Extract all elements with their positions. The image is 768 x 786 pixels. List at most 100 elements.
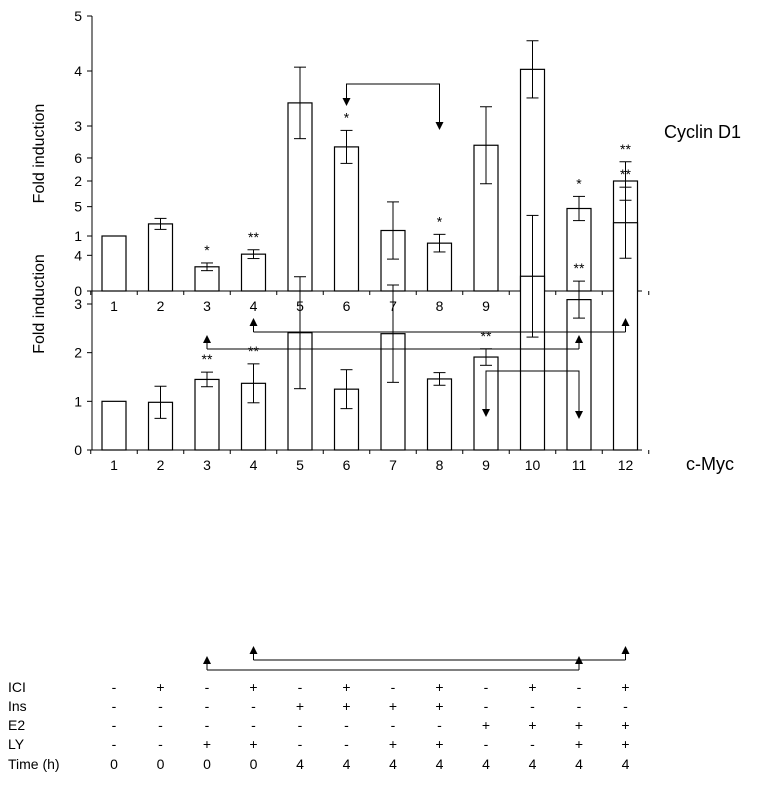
x-tick-label: 2 <box>157 298 165 314</box>
treatment-cell: + <box>203 736 211 752</box>
treatment-cell: + <box>342 679 350 695</box>
y-axis-label: Fold induction <box>31 104 48 204</box>
treatment-cell: + <box>342 698 350 714</box>
treatment-cell: - <box>158 736 163 752</box>
significance-label: ** <box>202 351 213 367</box>
treatment-cell: + <box>249 736 257 752</box>
treatment-cell: + <box>435 679 443 695</box>
gene-label: c-Myc <box>686 454 734 474</box>
x-tick-label: 9 <box>482 298 490 314</box>
treatment-cell: - <box>530 736 535 752</box>
treatment-cell: - <box>112 698 117 714</box>
treatment-cell: 0 <box>203 756 211 772</box>
significance-label: ** <box>481 328 492 344</box>
treatment-table: ICI - + - + - + - + - + - + Ins - - - - + + + + - - - - E2 - - - - - - - -… <box>8 679 630 772</box>
y-tick-label: 5 <box>74 8 82 24</box>
treatment-cell: + <box>435 698 443 714</box>
significance-label: * <box>344 109 350 125</box>
treatment-cell: - <box>437 717 442 733</box>
x-tick-label: 1 <box>110 457 118 473</box>
y-tick-label: 3 <box>74 118 82 134</box>
treatment-cell: - <box>158 698 163 714</box>
treatment-row-label: LY <box>8 736 25 752</box>
treatment-cell: + <box>156 679 164 695</box>
treatment-cell: 4 <box>296 756 304 772</box>
treatment-cell: 0 <box>157 756 165 772</box>
treatment-cell: + <box>575 736 583 752</box>
x-tick-label: 12 <box>618 457 634 473</box>
treatment-cell: - <box>298 679 303 695</box>
y-tick-label: 0 <box>74 442 82 458</box>
y-tick-label: 6 <box>74 150 82 166</box>
x-tick-label: 5 <box>296 457 304 473</box>
treatment-cell: + <box>389 736 397 752</box>
treatment-cell: + <box>482 717 490 733</box>
treatment-cell: - <box>298 736 303 752</box>
x-tick-label: 3 <box>203 298 211 314</box>
x-tick-label: 6 <box>343 457 351 473</box>
x-tick-label: 3 <box>203 457 211 473</box>
bar <box>240 253 267 292</box>
bar <box>426 378 453 451</box>
comparison-brackets <box>203 83 630 671</box>
bar <box>519 275 546 451</box>
treatment-cell: - <box>577 679 582 695</box>
treatment-cell: - <box>391 679 396 695</box>
treatment-cell: - <box>112 679 117 695</box>
treatment-cell: + <box>435 736 443 752</box>
treatment-cell: + <box>621 717 629 733</box>
treatment-cell: + <box>389 698 397 714</box>
treatment-row-label: E2 <box>8 717 25 733</box>
significance-label: ** <box>248 229 259 245</box>
treatment-cell: - <box>251 698 256 714</box>
y-tick-label: 2 <box>74 173 82 189</box>
significance-label: * <box>204 242 210 258</box>
treatment-cell: - <box>205 679 210 695</box>
treatment-cell: 0 <box>110 756 118 772</box>
treatment-cell: - <box>484 736 489 752</box>
treatment-row-label: ICI <box>8 679 26 695</box>
x-tick-label: 1 <box>110 298 118 314</box>
treatment-cell: - <box>298 717 303 733</box>
x-tick-label: 9 <box>482 457 490 473</box>
y-tick-label: 4 <box>74 247 82 263</box>
significance-label: ** <box>574 260 585 276</box>
x-tick-label: 4 <box>250 457 258 473</box>
y-tick-label: 5 <box>74 199 82 215</box>
treatment-cell: - <box>623 698 628 714</box>
significance-label: * <box>576 175 582 191</box>
treatment-cell: + <box>621 736 629 752</box>
x-tick-label: 4 <box>250 298 258 314</box>
significance-label: ** <box>620 166 631 182</box>
treatment-cell: 4 <box>622 756 630 772</box>
treatment-cell: + <box>575 717 583 733</box>
y-tick-label: 0 <box>74 283 82 299</box>
y-tick-label: 1 <box>74 228 82 244</box>
x-tick-label: 6 <box>343 298 351 314</box>
x-tick-label: 8 <box>436 457 444 473</box>
treatment-cell: - <box>112 736 117 752</box>
bar <box>101 235 127 292</box>
treatment-row-label: Time (h) <box>8 756 60 772</box>
treatment-cell: - <box>205 717 210 733</box>
treatment-cell: + <box>621 679 629 695</box>
treatment-row-label: Ins <box>8 698 27 714</box>
treatment-cell: - <box>484 679 489 695</box>
bar <box>333 146 360 292</box>
treatment-cell: 0 <box>250 756 258 772</box>
treatment-cell: - <box>484 698 489 714</box>
y-tick-label: 2 <box>74 345 82 361</box>
bar <box>333 388 360 451</box>
treatment-cell: - <box>251 717 256 733</box>
bar <box>194 378 220 451</box>
gene-label: Cyclin D1 <box>664 122 741 142</box>
treatment-cell: - <box>344 717 349 733</box>
treatment-cell: 4 <box>482 756 490 772</box>
treatment-cell: 4 <box>575 756 583 772</box>
x-tick-label: 8 <box>436 298 444 314</box>
y-tick-label: 1 <box>74 393 82 409</box>
treatment-cell: - <box>530 698 535 714</box>
significance-label: * <box>437 213 443 229</box>
